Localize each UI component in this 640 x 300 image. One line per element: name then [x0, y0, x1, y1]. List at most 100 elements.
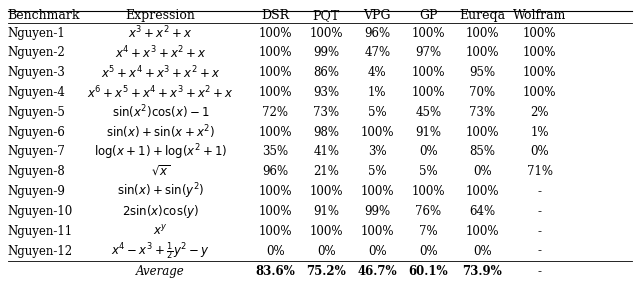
Text: 98%: 98% [314, 126, 339, 139]
Text: 46.7%: 46.7% [358, 266, 397, 278]
Text: 97%: 97% [415, 46, 442, 59]
Text: 100%: 100% [466, 46, 499, 59]
Text: $\log(x+1)+\log(x^2+1)$: $\log(x+1)+\log(x^2+1)$ [94, 142, 227, 162]
Text: 71%: 71% [527, 165, 553, 178]
Text: 70%: 70% [469, 86, 495, 99]
Text: Average: Average [136, 266, 185, 278]
Text: 0%: 0% [531, 146, 549, 158]
Text: 100%: 100% [523, 86, 557, 99]
Text: -: - [538, 225, 542, 238]
Text: 100%: 100% [259, 86, 292, 99]
Text: PQT: PQT [313, 9, 340, 22]
Text: 100%: 100% [310, 225, 343, 238]
Text: 96%: 96% [364, 27, 390, 40]
Text: Nguyen-8: Nguyen-8 [8, 165, 65, 178]
Text: 100%: 100% [360, 126, 394, 139]
Text: 83.6%: 83.6% [255, 266, 295, 278]
Text: 93%: 93% [314, 86, 339, 99]
Text: 100%: 100% [523, 46, 557, 59]
Text: Benchmark: Benchmark [8, 9, 80, 22]
Text: 100%: 100% [466, 225, 499, 238]
Text: 0%: 0% [317, 244, 336, 258]
Text: 100%: 100% [412, 27, 445, 40]
Text: 0%: 0% [419, 244, 438, 258]
Text: 100%: 100% [259, 66, 292, 79]
Text: Nguyen-9: Nguyen-9 [8, 185, 66, 198]
Text: 100%: 100% [523, 27, 557, 40]
Text: 73%: 73% [314, 106, 339, 119]
Text: $\sin(x^2)\cos(x)-1$: $\sin(x^2)\cos(x)-1$ [112, 103, 209, 121]
Text: $x^4-x^3+\frac{1}{2}y^2-y$: $x^4-x^3+\frac{1}{2}y^2-y$ [111, 240, 210, 262]
Text: Eureqa: Eureqa [460, 9, 506, 22]
Text: 100%: 100% [259, 185, 292, 198]
Text: 47%: 47% [364, 46, 390, 59]
Text: $\sin(x)+\sin(x+x^2)$: $\sin(x)+\sin(x+x^2)$ [106, 123, 215, 141]
Text: 73%: 73% [469, 106, 495, 119]
Text: 100%: 100% [412, 185, 445, 198]
Text: Nguyen-4: Nguyen-4 [8, 86, 66, 99]
Text: 21%: 21% [314, 165, 339, 178]
Text: 91%: 91% [314, 205, 339, 218]
Text: 7%: 7% [419, 225, 438, 238]
Text: 0%: 0% [473, 244, 492, 258]
Text: 1%: 1% [531, 126, 549, 139]
Text: 100%: 100% [466, 126, 499, 139]
Text: -: - [538, 205, 542, 218]
Text: 86%: 86% [314, 66, 339, 79]
Text: -: - [538, 185, 542, 198]
Text: 100%: 100% [360, 185, 394, 198]
Text: 5%: 5% [368, 106, 387, 119]
Text: 35%: 35% [262, 146, 289, 158]
Text: 0%: 0% [419, 146, 438, 158]
Text: 100%: 100% [310, 27, 343, 40]
Text: $\sqrt{x}$: $\sqrt{x}$ [151, 165, 170, 179]
Text: 100%: 100% [259, 46, 292, 59]
Text: Nguyen-2: Nguyen-2 [8, 46, 65, 59]
Text: Expression: Expression [125, 9, 196, 22]
Text: Nguyen-7: Nguyen-7 [8, 146, 66, 158]
Text: Nguyen-5: Nguyen-5 [8, 106, 66, 119]
Text: 100%: 100% [412, 66, 445, 79]
Text: 100%: 100% [310, 185, 343, 198]
Text: 100%: 100% [523, 66, 557, 79]
Text: VPG: VPG [364, 9, 391, 22]
Text: 0%: 0% [473, 165, 492, 178]
Text: 3%: 3% [368, 146, 387, 158]
Text: 4%: 4% [368, 66, 387, 79]
Text: 95%: 95% [469, 66, 495, 79]
Text: 91%: 91% [415, 126, 442, 139]
Text: DSR: DSR [261, 9, 289, 22]
Text: 75.2%: 75.2% [307, 266, 346, 278]
Text: $x^6+x^5+x^4+x^3+x^2+x$: $x^6+x^5+x^4+x^3+x^2+x$ [87, 84, 234, 101]
Text: Nguyen-1: Nguyen-1 [8, 27, 65, 40]
Text: 100%: 100% [259, 126, 292, 139]
Text: 0%: 0% [266, 244, 285, 258]
Text: 2%: 2% [531, 106, 549, 119]
Text: Nguyen-11: Nguyen-11 [8, 225, 73, 238]
Text: 5%: 5% [419, 165, 438, 178]
Text: 96%: 96% [262, 165, 289, 178]
Text: Nguyen-10: Nguyen-10 [8, 205, 73, 218]
Text: 73.9%: 73.9% [463, 266, 502, 278]
Text: 100%: 100% [259, 225, 292, 238]
Text: Wolfram: Wolfram [513, 9, 566, 22]
Text: 60.1%: 60.1% [408, 266, 448, 278]
Text: -: - [538, 244, 542, 258]
Text: 100%: 100% [259, 27, 292, 40]
Text: 85%: 85% [470, 146, 495, 158]
Text: GP: GP [419, 9, 438, 22]
Text: 72%: 72% [262, 106, 289, 119]
Text: 100%: 100% [360, 225, 394, 238]
Text: 100%: 100% [259, 205, 292, 218]
Text: -: - [538, 266, 542, 278]
Text: 5%: 5% [368, 165, 387, 178]
Text: $x^4+x^3+x^2+x$: $x^4+x^3+x^2+x$ [115, 45, 207, 61]
Text: 100%: 100% [466, 27, 499, 40]
Text: 100%: 100% [466, 185, 499, 198]
Text: $x^5+x^4+x^3+x^2+x$: $x^5+x^4+x^3+x^2+x$ [101, 64, 220, 81]
Text: Nguyen-6: Nguyen-6 [8, 126, 66, 139]
Text: $x^3+x^2+x$: $x^3+x^2+x$ [129, 25, 193, 41]
Text: 45%: 45% [415, 106, 442, 119]
Text: 1%: 1% [368, 86, 387, 99]
Text: $x^y$: $x^y$ [154, 224, 168, 238]
